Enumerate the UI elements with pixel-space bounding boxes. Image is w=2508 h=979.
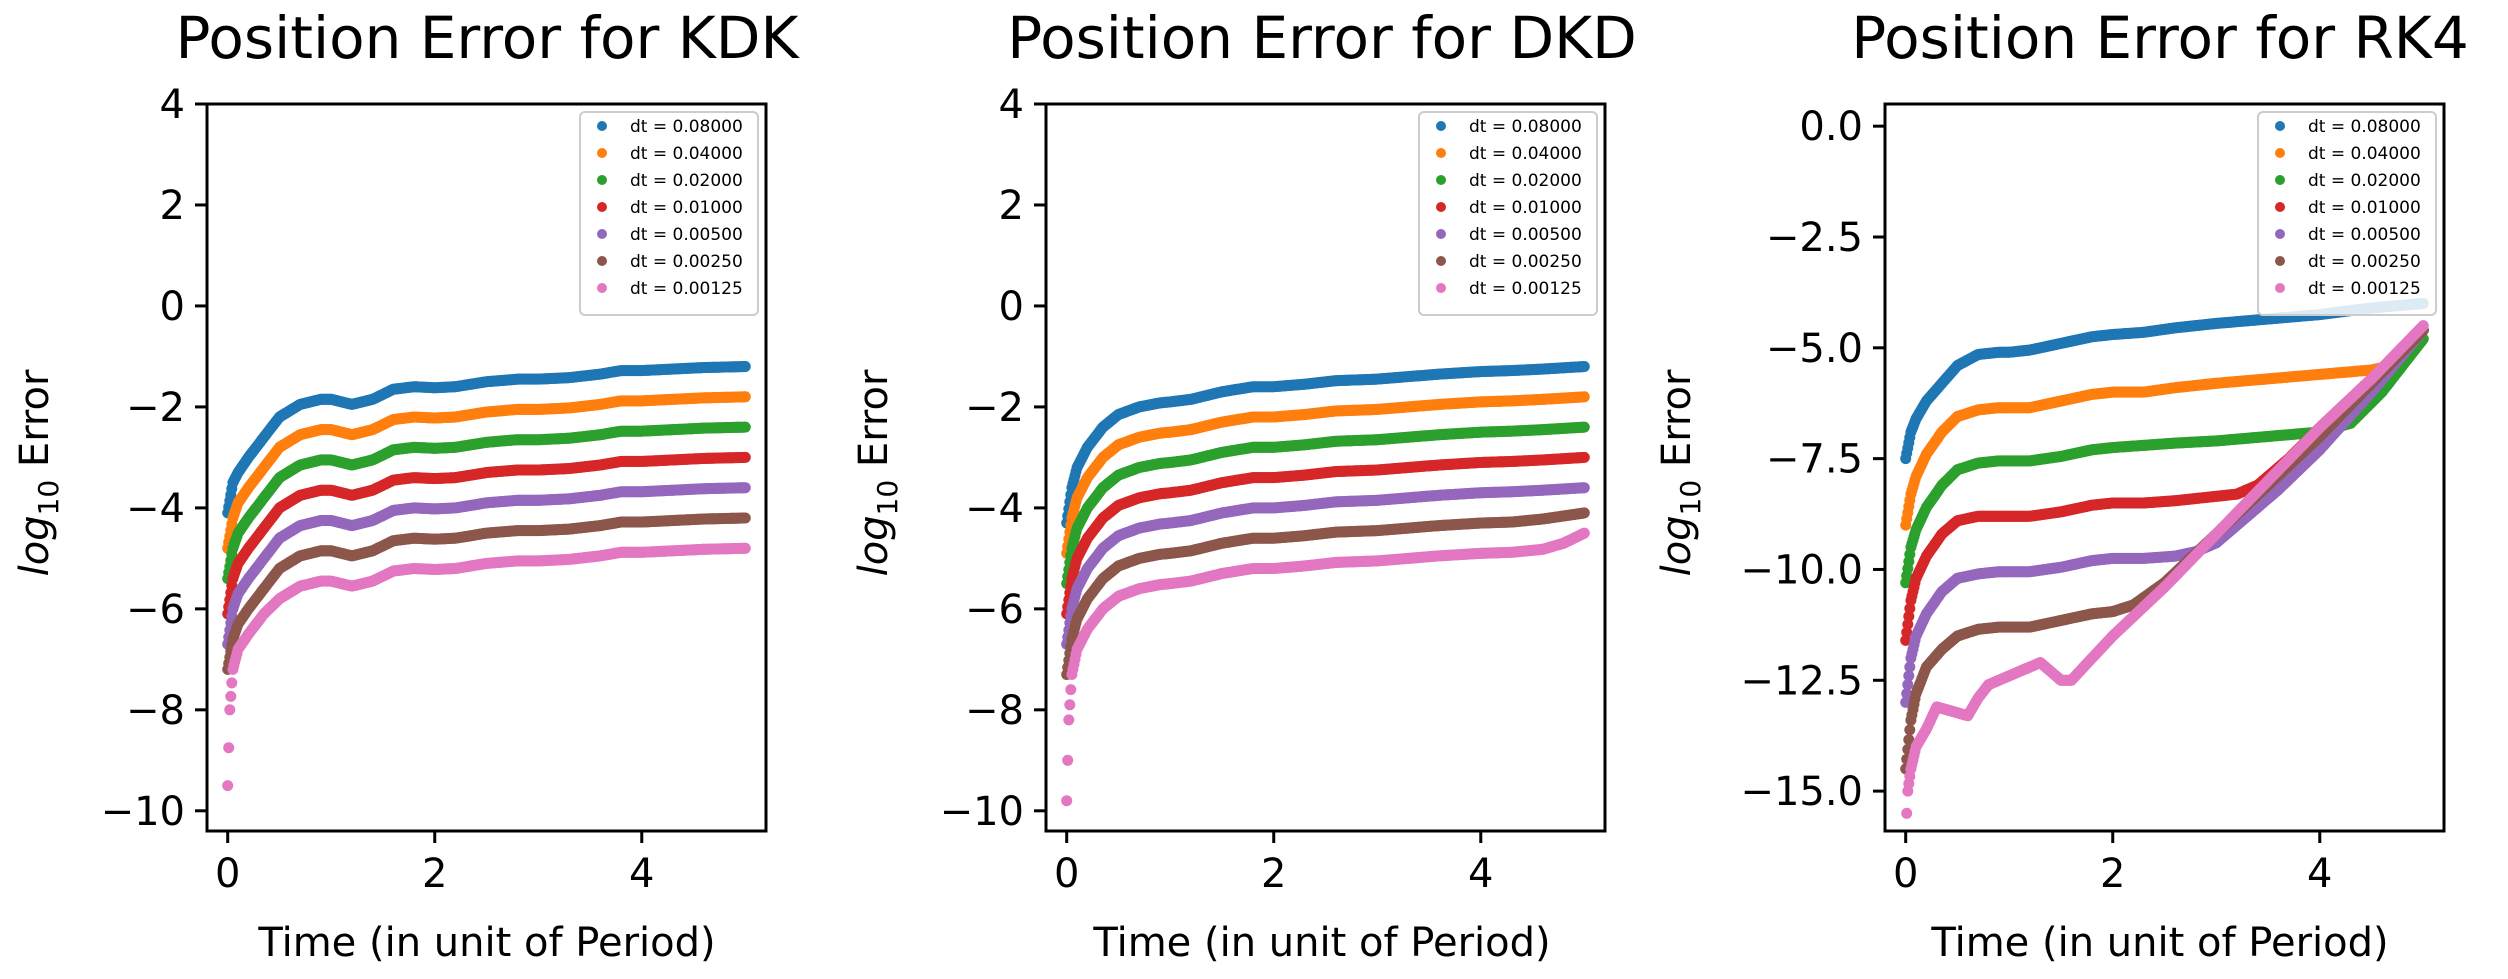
x-tick-label: 0 [215, 851, 240, 897]
legend-box [579, 111, 759, 316]
y-tick-label: −8 [126, 688, 185, 734]
axis-ticks: 0 2 4 −10 −8 −6 −4 −2 0 2 4 [101, 82, 768, 897]
panel-title: Position Error for KDK [176, 4, 801, 72]
y-axis-label-main: log [851, 515, 897, 576]
data-point [1578, 361, 1590, 372]
legend-label: dt = 0.08000 [630, 117, 743, 137]
panel-kdk: Position Error for KDK Time (in unit of … [12, 4, 800, 966]
y-tick-label: 0 [160, 284, 185, 330]
data-point [739, 542, 751, 554]
legend-label: dt = 0.00500 [630, 225, 743, 245]
series-5 [222, 482, 751, 650]
legend-label: dt = 0.00125 [630, 279, 743, 299]
series-2 [1061, 391, 1590, 559]
legend-marker [597, 121, 607, 131]
series-1 [1061, 361, 1590, 529]
data-point [222, 780, 234, 792]
data-point [223, 742, 235, 754]
legend-marker [597, 283, 607, 293]
series-6 [222, 512, 751, 675]
x-axis-label: Time (in unit of Period) [1092, 920, 1550, 966]
legend-label: dt = 0.02000 [630, 171, 743, 191]
y-axis-label-sub: 10 [871, 480, 904, 516]
y-tick-label: −10 [101, 789, 185, 835]
panel-dkd: Position Error for DKD Time (in unit of … [851, 4, 1637, 966]
data-point [739, 391, 751, 403]
plot-area [222, 361, 751, 792]
data-marks [222, 361, 751, 792]
y-tick-label: −6 [126, 587, 185, 633]
series-4 [222, 451, 751, 620]
y-tick-label: −2 [126, 385, 185, 431]
data-point [739, 482, 751, 494]
y-tick-label: 2 [160, 183, 185, 229]
axes-frame [205, 102, 768, 833]
y-axis-label: log10 Error [851, 369, 904, 576]
series-4 [1061, 451, 1590, 620]
data-point [739, 361, 751, 372]
y-tick-label: 4 [160, 82, 185, 128]
data-point [739, 451, 751, 463]
data-point [226, 677, 238, 689]
legend-label: dt = 0.00250 [630, 252, 743, 272]
series-5 [1061, 482, 1590, 650]
y-axis-label-main: log [12, 515, 58, 576]
legend-marker [597, 229, 607, 239]
data-point [739, 512, 751, 524]
series-7 [222, 542, 751, 792]
legend: dt = 0.08000 dt = 0.04000 dt = 0.02000 dt =… [579, 111, 759, 316]
data-point [225, 690, 237, 702]
y-axis-label-sub: 10 [32, 480, 65, 516]
plot-area [1061, 361, 1590, 807]
panel-title: Position Error for DKD [1007, 4, 1637, 72]
y-axis-label-rest: Error [851, 369, 897, 480]
series-2 [222, 391, 751, 554]
legend-label: dt = 0.01000 [630, 198, 743, 218]
series-1 [222, 361, 751, 519]
legend-marker [597, 175, 607, 185]
data-marks [1061, 361, 1590, 807]
data-point [739, 421, 751, 433]
legend-marker [597, 148, 607, 158]
series-3 [222, 421, 751, 585]
data-point [224, 704, 236, 716]
legend-marker [597, 202, 607, 212]
series-3 [1061, 421, 1590, 590]
data-point [1578, 451, 1590, 463]
x-tick-label: 4 [629, 851, 654, 897]
y-tick-label: −4 [126, 486, 185, 532]
y-axis-label-rest: Error [12, 369, 58, 480]
data-point [1578, 391, 1590, 403]
legend-label: dt = 0.04000 [630, 144, 743, 164]
y-axis-label: log10 Error [12, 369, 65, 576]
x-tick-label: 2 [422, 851, 447, 897]
x-axis-label: Time (in unit of Period) [257, 920, 715, 966]
data-point [1578, 421, 1590, 433]
legend-marker [597, 256, 607, 266]
